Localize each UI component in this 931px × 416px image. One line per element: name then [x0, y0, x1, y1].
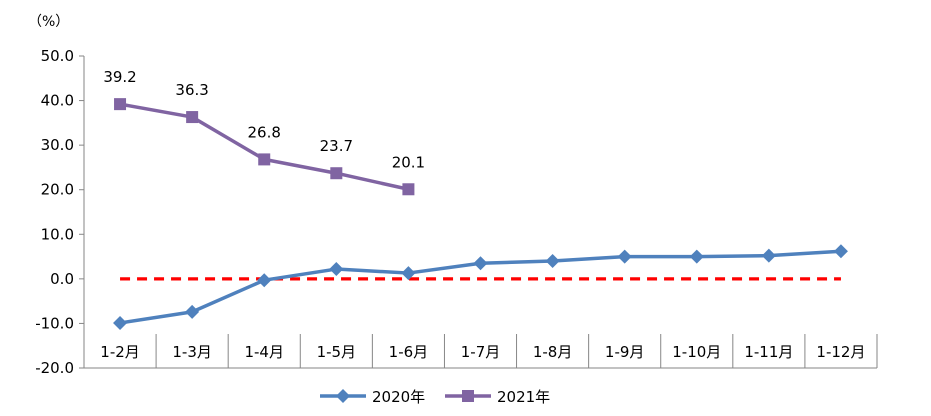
- x-tick-label: 1-7月: [461, 343, 501, 361]
- data-label: 23.7: [320, 137, 353, 155]
- legend-label: 2020年: [372, 388, 425, 406]
- x-tick-label: 1-2月: [100, 343, 140, 361]
- legend-entry-1: 2020年: [320, 388, 425, 406]
- series-line: [119, 102, 409, 191]
- y-tick-label: 30.0: [41, 136, 74, 154]
- series-1: [113, 244, 848, 330]
- x-tick-label: 1-3月: [172, 343, 212, 361]
- legend-entry-2: 2021年: [445, 388, 550, 406]
- data-point-marker: [330, 167, 343, 180]
- x-tick-label: 1-11月: [744, 343, 793, 361]
- series-layer: 39.2 36.3 26.8 23.7 20.1: [103, 68, 848, 330]
- y-axis-unit-label: （%）: [28, 14, 69, 30]
- data-label: 20.1: [392, 153, 425, 171]
- data-point-marker: [689, 249, 704, 264]
- data-label: 36.3: [175, 81, 208, 99]
- data-point-marker: [113, 315, 128, 330]
- x-tick-label: 1-12月: [816, 343, 865, 361]
- x-tick-label: 1-10月: [672, 343, 721, 361]
- y-tick-label: -20.0: [35, 359, 74, 377]
- y-tick-label: 10.0: [41, 225, 74, 243]
- data-point-marker: [402, 183, 415, 196]
- series-2: 39.2 36.3 26.8 23.7 20.1: [103, 68, 425, 196]
- data-point-marker: [833, 244, 848, 259]
- data-label: 26.8: [248, 123, 281, 141]
- x-tick-label: 1-5月: [317, 343, 357, 361]
- y-tick-label: 0.0: [50, 270, 74, 288]
- x-tick-label: 1-4月: [244, 343, 284, 361]
- y-tick-label: 20.0: [41, 181, 74, 199]
- y-tick-label: 50.0: [41, 47, 74, 65]
- legend: 2020年 2021年: [320, 388, 550, 406]
- data-point-marker: [473, 256, 488, 271]
- data-point-marker: [545, 254, 560, 269]
- legend-label: 2021年: [497, 388, 550, 406]
- data-point-marker: [185, 304, 200, 319]
- data-point-marker: [401, 266, 416, 281]
- y-axis: -20.0 -10.0 0.0 10.0 20.0 30.0 40.0 50.0: [35, 47, 85, 377]
- data-point-marker: [114, 98, 127, 111]
- x-tick-label: 1-8月: [533, 343, 573, 361]
- data-point-marker: [186, 111, 199, 124]
- y-tick-label: -10.0: [35, 314, 74, 332]
- y-tick-label: 40.0: [41, 92, 74, 110]
- x-tick-label: 1-6月: [389, 343, 429, 361]
- legend-marker: [462, 390, 474, 402]
- data-point-marker: [257, 273, 272, 288]
- data-label: 39.2: [103, 68, 136, 86]
- x-tick-label: 1-9月: [605, 343, 645, 361]
- x-axis: 1-2月 1-3月 1-4月 1-5月 1-6月 1-7月 1-8月 1-9月 1-10月 1-1…: [83, 334, 878, 369]
- data-point-marker: [617, 249, 632, 264]
- legend-marker: [336, 389, 350, 403]
- data-point-marker: [761, 248, 776, 263]
- data-point-marker: [329, 262, 344, 277]
- data-point-marker: [258, 153, 271, 166]
